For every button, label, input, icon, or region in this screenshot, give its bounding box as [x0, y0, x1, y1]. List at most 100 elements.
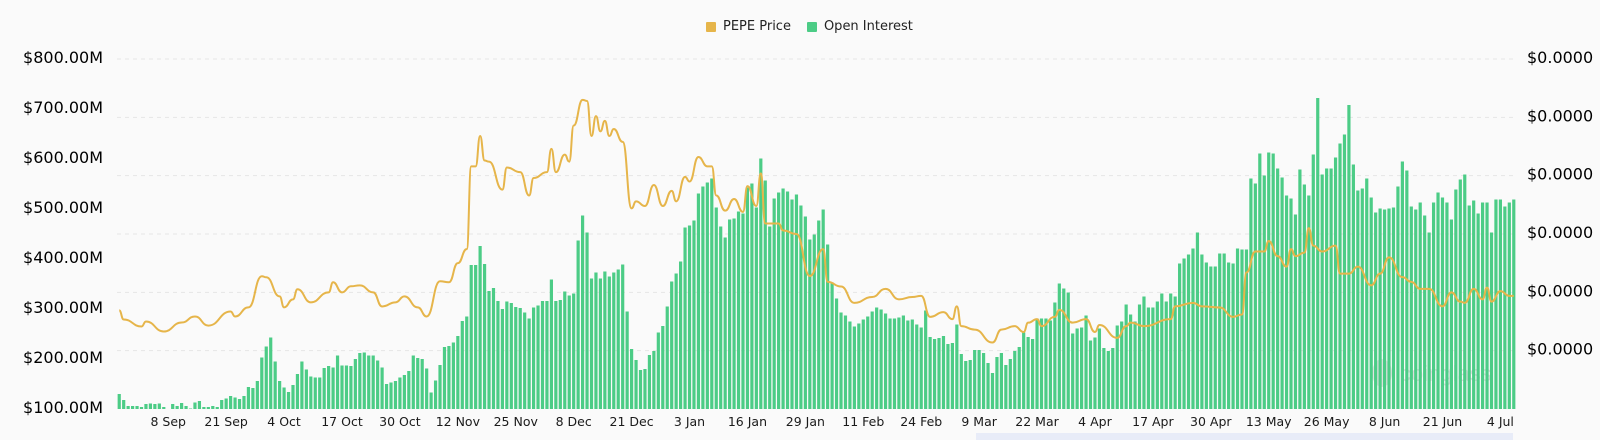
open-interest-bar[interactable]: [1093, 337, 1097, 410]
open-interest-bar[interactable]: [772, 198, 776, 410]
open-interest-bar[interactable]: [1507, 202, 1511, 410]
open-interest-bar[interactable]: [273, 361, 277, 410]
open-interest-bar[interactable]: [1129, 314, 1133, 410]
open-interest-bar[interactable]: [1244, 249, 1249, 410]
open-interest-bar[interactable]: [1026, 337, 1030, 409]
open-interest-bar[interactable]: [327, 366, 331, 409]
open-interest-bar[interactable]: [1079, 327, 1084, 410]
open-interest-bar[interactable]: [264, 346, 268, 410]
open-interest-bar[interactable]: [803, 216, 807, 410]
open-interest-bar[interactable]: [474, 265, 478, 409]
open-interest-bar[interactable]: [594, 272, 598, 410]
open-interest-bar[interactable]: [1137, 304, 1142, 410]
open-interest-bar[interactable]: [812, 234, 816, 410]
open-interest-bar[interactable]: [665, 306, 669, 410]
open-interest-bar[interactable]: [358, 353, 362, 409]
open-interest-bar[interactable]: [790, 199, 794, 410]
open-interest-bar[interactable]: [255, 381, 259, 409]
open-interest-bar[interactable]: [206, 407, 210, 409]
open-interest-bar[interactable]: [442, 347, 447, 409]
open-interest-bar[interactable]: [1039, 318, 1044, 410]
open-interest-bar[interactable]: [821, 209, 825, 410]
open-interest-bar[interactable]: [808, 239, 812, 410]
open-interest-bar[interactable]: [229, 396, 233, 409]
open-interest-bar[interactable]: [1213, 266, 1217, 410]
open-interest-bar[interactable]: [701, 186, 705, 410]
open-interest-bar[interactable]: [897, 317, 901, 410]
open-interest-bar[interactable]: [1253, 183, 1257, 410]
open-interest-bar[interactable]: [892, 318, 897, 410]
open-interest-bar[interactable]: [1195, 232, 1200, 410]
open-interest-bar[interactable]: [1396, 186, 1400, 410]
open-interest-bar[interactable]: [959, 354, 963, 409]
legend-item-price[interactable]: PEPE Price: [706, 19, 791, 34]
open-interest-bar[interactable]: [1347, 105, 1351, 409]
open-interest-bar[interactable]: [1008, 359, 1012, 409]
open-interest-bar[interactable]: [349, 366, 353, 409]
open-interest-bar[interactable]: [1030, 339, 1035, 409]
open-interest-bar[interactable]: [1022, 332, 1026, 410]
open-interest-bar[interactable]: [732, 218, 736, 410]
open-interest-bar[interactable]: [1423, 215, 1427, 410]
open-interest-bar[interactable]: [260, 357, 264, 410]
open-interest-bar[interactable]: [1164, 301, 1168, 410]
open-interest-bar[interactable]: [705, 182, 709, 410]
open-interest-bar[interactable]: [282, 387, 286, 410]
open-interest-bar[interactable]: [1298, 169, 1302, 410]
open-interest-bar[interactable]: [1414, 209, 1418, 410]
open-interest-bar[interactable]: [1485, 202, 1489, 410]
open-interest-bar[interactable]: [1320, 174, 1324, 410]
open-interest-bar[interactable]: [478, 246, 482, 409]
open-interest-bar[interactable]: [625, 311, 629, 410]
open-interest-bar[interactable]: [487, 291, 491, 409]
open-interest-bar[interactable]: [1133, 321, 1137, 410]
open-interest-bar[interactable]: [1053, 302, 1057, 410]
open-interest-bar[interactable]: [367, 355, 371, 410]
open-interest-bar[interactable]: [505, 301, 509, 410]
open-interest-bar[interactable]: [518, 308, 522, 409]
open-interest-bar[interactable]: [1066, 292, 1070, 410]
open-interest-bar[interactable]: [723, 237, 727, 410]
open-interest-bar[interactable]: [1173, 296, 1177, 410]
open-interest-bar[interactable]: [1449, 219, 1453, 410]
open-interest-bar[interactable]: [398, 377, 402, 410]
open-interest-bar[interactable]: [1342, 134, 1347, 410]
open-interest-bar[interactable]: [839, 312, 843, 410]
open-interest-bar[interactable]: [879, 309, 883, 410]
open-interest-bar[interactable]: [1240, 249, 1244, 410]
open-interest-bar[interactable]: [291, 385, 295, 409]
open-interest-bar[interactable]: [674, 273, 678, 410]
open-interest-bar[interactable]: [1271, 153, 1275, 410]
open-interest-bar[interactable]: [344, 365, 349, 410]
open-interest-bar[interactable]: [687, 225, 692, 410]
open-interest-bar[interactable]: [728, 219, 732, 410]
open-interest-bar[interactable]: [1169, 293, 1173, 410]
open-interest-bar[interactable]: [269, 337, 273, 410]
open-interest-bar[interactable]: [777, 192, 781, 410]
open-interest-bar[interactable]: [117, 394, 121, 409]
open-interest-bar[interactable]: [888, 318, 892, 410]
open-interest-bar[interactable]: [531, 307, 536, 410]
open-interest-bar[interactable]: [1062, 288, 1066, 410]
open-interest-bar[interactable]: [1155, 301, 1159, 410]
open-interest-bar[interactable]: [1249, 178, 1253, 410]
open-interest-bar[interactable]: [834, 298, 839, 410]
open-interest-bar[interactable]: [1071, 333, 1075, 410]
open-interest-bar[interactable]: [193, 402, 197, 410]
open-interest-bar[interactable]: [340, 365, 344, 410]
open-interest-bar[interactable]: [1146, 307, 1151, 410]
open-interest-bar[interactable]: [1467, 205, 1471, 410]
open-interest-bar[interactable]: [122, 400, 126, 409]
open-interest-bar[interactable]: [621, 264, 625, 410]
open-interest-bar[interactable]: [643, 369, 647, 409]
open-interest-bar[interactable]: [1057, 283, 1061, 410]
open-interest-bar[interactable]: [380, 367, 384, 410]
open-interest-bar[interactable]: [1218, 253, 1222, 410]
open-interest-bar[interactable]: [1004, 365, 1008, 409]
open-interest-bar[interactable]: [612, 272, 616, 410]
open-interest-bar[interactable]: [1489, 232, 1494, 410]
open-interest-bar[interactable]: [286, 392, 291, 409]
open-interest-bar[interactable]: [1409, 206, 1413, 410]
open-interest-bar[interactable]: [1048, 320, 1053, 410]
open-interest-bar[interactable]: [719, 226, 723, 410]
